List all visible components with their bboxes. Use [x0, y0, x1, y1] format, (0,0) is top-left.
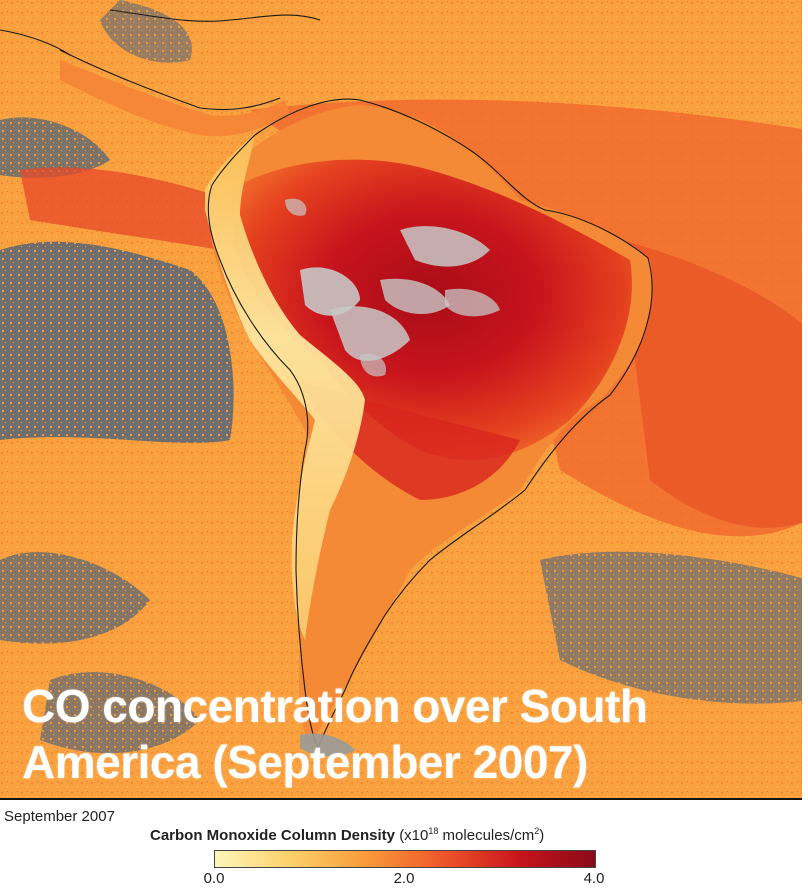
legend-unit-sq: 2 [534, 826, 540, 836]
map-svg [0, 0, 808, 798]
legend-unit-mid: molecules/cm [438, 827, 535, 844]
legend-panel: September 2007 Carbon Monoxide Column De… [0, 798, 808, 888]
map-caption: CO concentration over South America (Sep… [22, 678, 792, 790]
legend-date: September 2007 [4, 808, 115, 825]
caption-line-1: CO concentration over South [22, 680, 648, 732]
right-border [802, 0, 808, 886]
legend-tick-mid: 2.0 [393, 870, 415, 887]
legend-unit-suffix: ) [539, 827, 545, 844]
no-data-pacific [0, 241, 234, 443]
legend-tick-max: 4.0 [583, 870, 605, 887]
co-density-map [0, 0, 808, 798]
caption-line-2: America (September 2007) [22, 736, 588, 788]
andes-ridge [205, 135, 365, 640]
legend-title-main: Carbon Monoxide Column Density [150, 827, 396, 844]
legend-title: Carbon Monoxide Column Density (x1018 mo… [150, 826, 544, 844]
legend-tick-min: 0.0 [203, 870, 225, 887]
coastlines [0, 9, 653, 749]
central-america [60, 60, 290, 137]
legend-unit-prefix: (x10 [399, 827, 429, 844]
legend-colorbar [214, 850, 596, 868]
cloud-patches [300, 267, 360, 316]
legend-unit-exp: 18 [428, 826, 439, 836]
